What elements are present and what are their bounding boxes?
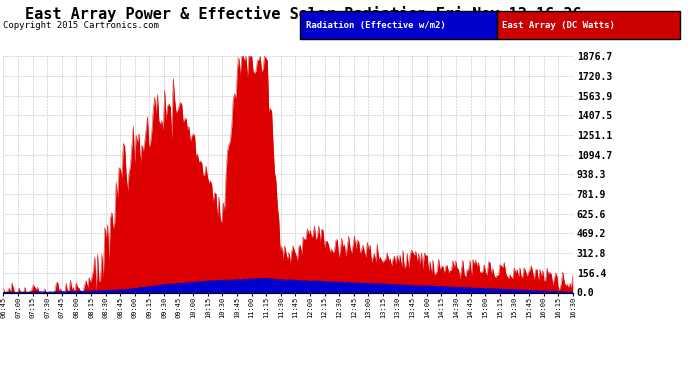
Text: East Array (DC Watts): East Array (DC Watts) bbox=[502, 21, 615, 30]
Text: Radiation (Effective w/m2): Radiation (Effective w/m2) bbox=[306, 21, 446, 30]
Text: Copyright 2015 Cartronics.com: Copyright 2015 Cartronics.com bbox=[3, 21, 159, 30]
Text: East Array Power & Effective Solar Radiation Fri Nov 13 16:36: East Array Power & Effective Solar Radia… bbox=[26, 6, 582, 22]
